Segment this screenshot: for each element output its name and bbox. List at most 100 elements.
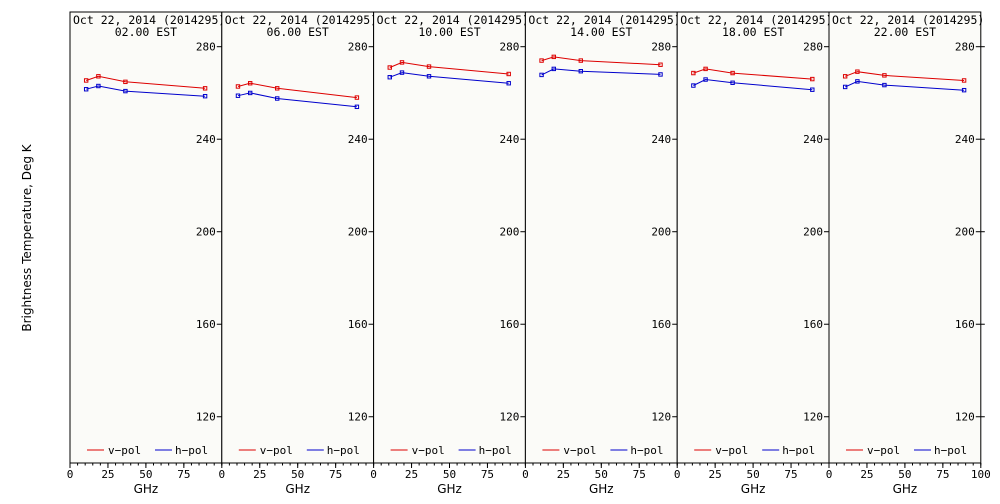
panel-6: Oct 22, 2014 (2014295)22.00 EST 120 160 200… (826, 11, 991, 496)
x-tick-label: 25 (253, 468, 266, 481)
data-point-h-pol (387, 75, 392, 80)
x-tick-label: 75 (633, 468, 646, 481)
x-tick-label: 50 (139, 468, 152, 481)
data-point-h-pol (123, 88, 128, 94)
x-tick-label: 75 (481, 468, 494, 481)
legend-label-v-pol: v−pol (563, 444, 596, 457)
panels: Oct 22, 2014 (2014295) 02.00 EST 120 160 200… (67, 11, 991, 496)
data-point-v-pol (426, 64, 432, 69)
data-point-v-pol (354, 95, 360, 100)
panel-title: Oct 22, 2014 (2014295) (832, 13, 984, 27)
x-tick-label: 50 (595, 468, 608, 481)
series-line-v-pol (845, 71, 965, 81)
data-point-v-pol (275, 86, 280, 91)
y-tick-label: 280 (803, 41, 823, 54)
y-tick-label: 200 (348, 226, 368, 239)
data-point-h-pol (275, 96, 280, 101)
data-point-h-pol (399, 70, 405, 75)
data-point-v-pol (235, 84, 241, 89)
data-point-v-pol (658, 62, 663, 67)
data-point-h-pol (539, 72, 544, 78)
series-line-v-pol (237, 82, 357, 99)
panel-subtitle: 18.00 EST (722, 25, 784, 39)
panel-subtitle: 06.00 EST (267, 25, 329, 39)
y-tick-label: 240 (803, 133, 823, 146)
legend-label-h-pol: h−pol (327, 444, 360, 457)
y-tick-label: 280 (348, 41, 368, 54)
legend-label-v-pol: v−pol (108, 444, 141, 457)
x-tick-label: 0 (522, 468, 529, 481)
data-point-v-pol (539, 58, 544, 63)
y-tick-label: 120 (651, 411, 671, 424)
data-point-h-pol (961, 87, 967, 93)
panel-subtitle: 02.00 EST (115, 25, 177, 39)
panel-title: Oct 22, 2014 (2014295) (528, 13, 680, 27)
data-point-v-pol (83, 78, 89, 83)
x-axis-label: GHz (589, 482, 614, 496)
data-point-h-pol (810, 87, 815, 92)
data-point-v-pol (551, 54, 556, 60)
y-tick-label: 280 (196, 41, 216, 54)
data-point-v-pol (842, 74, 848, 79)
x-tick-label: 50 (898, 468, 911, 481)
panel-frame (373, 11, 526, 464)
x-axis-label: GHz (893, 482, 918, 496)
data-point-v-pol (202, 86, 208, 91)
y-tick-label: 240 (651, 133, 671, 146)
panel-frame (828, 11, 982, 464)
y-tick-label: 160 (196, 318, 216, 331)
x-tick-label: 100 (971, 468, 991, 481)
panel-title: Oct 22, 2014 (2014295) (225, 13, 377, 27)
y-axis-label: Brightness Temperature, Deg K (20, 143, 34, 331)
y-tick-label: 160 (500, 318, 520, 331)
x-axis-label: GHz (285, 482, 310, 496)
panel-4: Oct 22, 2014 (2014295)14.00 EST 120 160 200… (522, 11, 682, 496)
data-point-v-pol (730, 70, 735, 76)
data-point-v-pol (703, 66, 708, 72)
x-tick-label: 50 (746, 468, 759, 481)
series-line-v-pol (389, 61, 509, 75)
y-tick-label: 160 (651, 318, 671, 331)
x-tick-label: 75 (329, 468, 342, 481)
data-point-v-pol (961, 78, 967, 83)
data-point-h-pol (578, 69, 584, 74)
panel-frame (524, 11, 678, 464)
data-point-h-pol (551, 66, 556, 72)
y-tick-label: 280 (955, 41, 975, 54)
x-tick-label: 25 (860, 468, 873, 481)
panel-subtitle: 10.00 EST (418, 25, 480, 39)
data-point-h-pol (703, 77, 708, 82)
x-tick-label: 0 (218, 468, 225, 481)
panel-subtitle: 14.00 EST (570, 25, 632, 39)
y-tick-label: 200 (196, 226, 216, 239)
series-line-v-pol (693, 68, 813, 80)
panel-subtitle: 22.00 EST (874, 25, 936, 39)
series-line-h-pol (693, 78, 813, 91)
y-tick-label: 120 (803, 411, 823, 424)
x-axis-label: GHz (741, 482, 766, 496)
x-tick-label: 50 (291, 468, 304, 481)
data-point-v-pol (399, 60, 405, 65)
data-point-h-pol (83, 87, 89, 92)
data-point-h-pol (202, 93, 208, 99)
y-tick-label: 120 (196, 411, 216, 424)
data-point-h-pol (247, 90, 253, 96)
data-point-h-pol (658, 72, 663, 77)
legend-label-h-pol: h−pol (934, 444, 967, 457)
y-tick-label: 200 (500, 226, 520, 239)
panel-1: Oct 22, 2014 (2014295)02.00 EST 120 160 200… (67, 11, 226, 496)
data-point-h-pol (96, 83, 101, 89)
x-tick-label: 75 (936, 468, 949, 481)
x-tick-label: 25 (405, 468, 418, 481)
data-point-v-pol (123, 79, 128, 85)
panel-title: Oct 22, 2014 (2014295) (377, 13, 529, 27)
data-point-h-pol (882, 82, 887, 88)
y-tick-label: 160 (348, 318, 368, 331)
data-point-v-pol (506, 71, 511, 77)
x-tick-label: 0 (826, 468, 833, 481)
data-point-h-pol (235, 93, 241, 98)
legend-label-v-pol: v−pol (715, 444, 748, 457)
panel-title: Oct 22, 2014 (2014295) (680, 13, 832, 27)
data-point-v-pol (387, 65, 392, 70)
